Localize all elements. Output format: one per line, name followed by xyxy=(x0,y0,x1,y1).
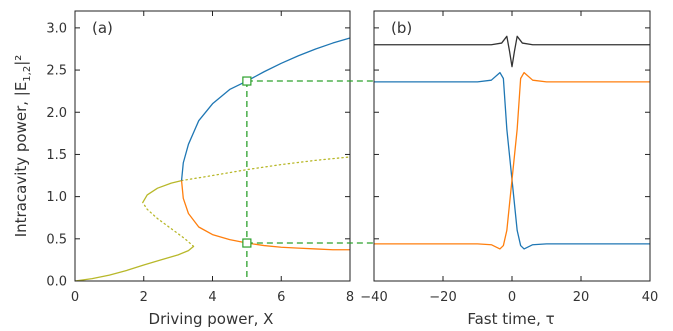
x-tick-label-1-4: 40 xyxy=(642,290,659,305)
x-tick-label-1-1: −20 xyxy=(429,290,456,305)
x-tick-label-0-1: 2 xyxy=(140,290,148,305)
plot-frame-1 xyxy=(373,10,651,282)
y-tick-label-0: 0.0 xyxy=(46,275,67,290)
series-line-0-3 xyxy=(180,156,351,182)
x-tick-label-0-0: 0 xyxy=(71,290,79,305)
panel-label-0: (a) xyxy=(92,19,113,37)
connector-lines xyxy=(242,76,374,281)
series-line-0-0 xyxy=(74,245,195,282)
x-tick-label-1-0: −40 xyxy=(360,290,387,305)
y-tick-label-1: 0.5 xyxy=(46,232,67,247)
x-tick-label-0-3: 6 xyxy=(277,290,285,305)
series-line-1-0 xyxy=(374,35,650,68)
x-tick-label-0-2: 4 xyxy=(208,290,216,305)
square-marker-1 xyxy=(242,238,252,248)
y-tick-label-3: 1.5 xyxy=(46,148,67,163)
series-line-0-2 xyxy=(142,179,182,203)
x-axis-label-a: Driving power, X xyxy=(149,310,274,328)
y-axis-label: Intracavity power, |E1,2|² xyxy=(12,55,33,238)
panel-label-1: (b) xyxy=(391,19,412,37)
x-tick-label-0-4: 8 xyxy=(346,290,354,305)
panel-a: 0 2 4 6 8 0.0 0.5 1.0 1.5 2.0 2.5 3.0 (a) xyxy=(46,10,354,305)
square-marker-0 xyxy=(242,76,252,86)
series-line-1-2 xyxy=(374,71,650,250)
x-tick-label-1-3: 20 xyxy=(573,290,590,305)
series-line-1-1 xyxy=(374,71,650,250)
y-axis-label-subscript: 1,2 xyxy=(22,66,33,82)
x-tick-label-1-2: 0 xyxy=(508,290,516,305)
y-axis-label-tail: |² xyxy=(12,55,30,66)
y-tick-label-2: 1.0 xyxy=(46,190,67,205)
x-axis-label-b: Fast time, τ xyxy=(467,310,554,328)
y-tick-label-5: 2.5 xyxy=(46,64,67,79)
panel-b: −40 −20 0 20 40 (b) xyxy=(360,10,659,305)
series-line-0-1 xyxy=(142,201,195,248)
y-tick-label-4: 2.0 xyxy=(46,106,67,121)
y-axis-label-main: Intracavity power, |E xyxy=(12,82,30,238)
series-line-0-5 xyxy=(180,180,350,251)
y-tick-label-6: 3.0 xyxy=(46,21,67,36)
